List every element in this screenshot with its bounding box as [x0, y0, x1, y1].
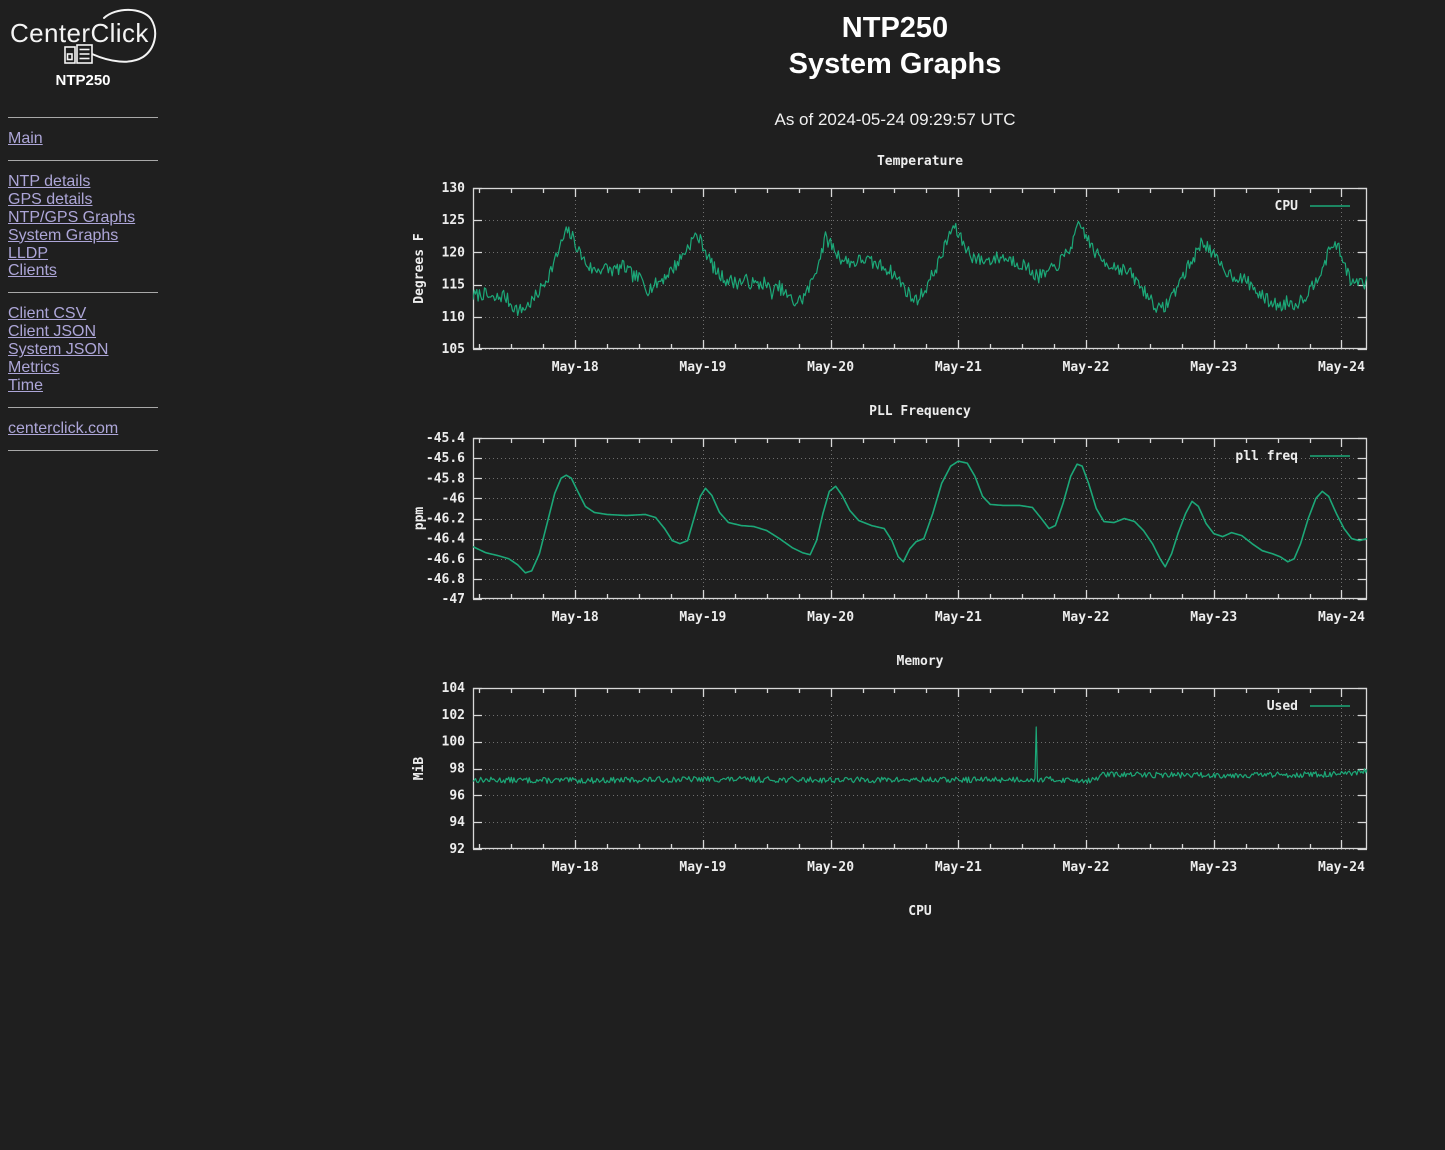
sidebar-divider: [8, 292, 158, 294]
sidebar-link-ntp-gps-graphs[interactable]: NTP/GPS Graphs: [8, 208, 136, 226]
sidebar-divider: [8, 406, 158, 408]
sidebar-section: NTP details GPS details NTP/GPS Graphs Syst…: [8, 173, 158, 280]
centerclick-logo-graphic: CenterClick: [10, 8, 157, 64]
sidebar-link-gps-details[interactable]: GPS details: [8, 190, 93, 208]
sidebar-link-system-json[interactable]: System JSON: [8, 341, 109, 359]
sidebar-divider: [8, 159, 158, 161]
sidebar-link-metrics[interactable]: Metrics: [8, 359, 60, 377]
logo-model: NTP250: [55, 72, 111, 89]
sidebar-link-client-csv[interactable]: Client CSV: [8, 305, 87, 323]
sidebar-section: centerclick.com: [8, 420, 158, 438]
sidebar-link-main[interactable]: Main: [8, 130, 43, 147]
sidebar-nav: Main NTP details GPS details NTP/GPS Graphs…: [8, 117, 158, 451]
sidebar-divider: [8, 449, 158, 451]
sidebar-link-ntp-details[interactable]: NTP details: [8, 172, 91, 190]
sidebar-section: Main: [8, 130, 158, 148]
sidebar-link-lldp[interactable]: LLDP: [8, 244, 49, 262]
page-title-line2: System Graphs: [788, 48, 1002, 80]
chart-memory: [405, 650, 1375, 900]
charts-column: [405, 150, 1385, 1150]
centerclick-logo[interactable]: CenterClick NTP250: [8, 6, 158, 89]
as-of-timestamp: As of 2024-05-24 09:29:57 UTC: [774, 110, 1016, 129]
sidebar-link-system-graphs[interactable]: System Graphs: [8, 226, 119, 244]
chart-temperature: [405, 150, 1375, 400]
logo-loop: [91, 8, 157, 63]
chart-cpu-partial: [405, 900, 1375, 1150]
sidebar-divider: [8, 117, 158, 118]
chart-pll-frequency: [405, 400, 1375, 650]
main-content: NTP250 System Graphs As of 2024-05-24 09…: [405, 0, 1385, 1150]
sidebar-link-clients[interactable]: Clients: [8, 262, 57, 280]
ntp-device-icon: [64, 44, 93, 64]
sidebar-link-centerclick-com[interactable]: centerclick.com: [8, 419, 119, 437]
logo-brand: CenterClick: [10, 18, 149, 48]
page-title-line1: NTP250: [841, 12, 949, 44]
sidebar: CenterClick NTP250 Main NTP details GPS de…: [8, 6, 158, 463]
sidebar-link-client-json[interactable]: Client JSON: [8, 323, 97, 341]
sidebar-link-time[interactable]: Time: [8, 376, 43, 394]
sidebar-section: Client CSV Client JSON System JSON Metrics T…: [8, 305, 158, 395]
